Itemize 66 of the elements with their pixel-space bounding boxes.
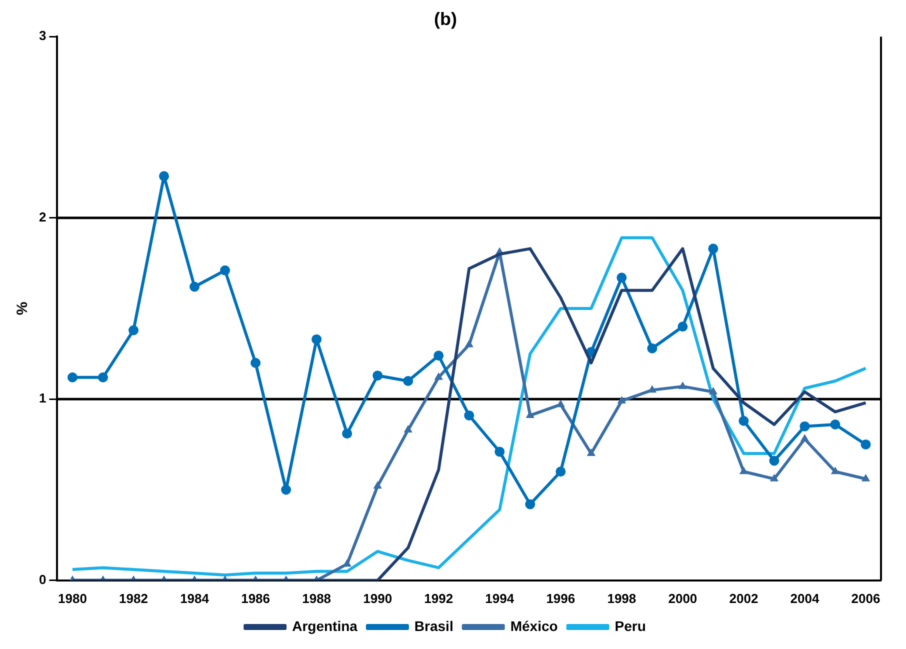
point [678, 322, 688, 332]
point [525, 499, 536, 510]
point [403, 376, 414, 386]
point [769, 456, 780, 466]
point [647, 343, 658, 354]
point [861, 474, 870, 482]
point [739, 466, 748, 474]
point [220, 265, 230, 276]
point [708, 244, 718, 254]
point [464, 410, 474, 420]
point [494, 446, 505, 457]
legend-label: México [510, 618, 558, 634]
point [190, 282, 200, 292]
point [648, 385, 657, 393]
x-tick-label: 1980 [58, 590, 87, 606]
x-tick-label: 1982 [119, 590, 148, 606]
y-tick-label: 1 [38, 390, 46, 406]
legend-label: Brasil [414, 618, 454, 634]
point [373, 481, 382, 489]
x-tick-label: 2002 [729, 590, 758, 606]
x-tick-label: 1998 [607, 590, 636, 606]
point [770, 474, 779, 482]
y-tick-label: 2 [38, 209, 46, 224]
point [67, 372, 78, 382]
x-tick-label: 2000 [668, 590, 698, 606]
point [556, 400, 565, 408]
x-tick-label: 2006 [851, 590, 880, 606]
legend-label: Peru [614, 618, 646, 634]
x-tick-label: 1990 [363, 590, 392, 606]
x-tick-label: 1984 [180, 590, 210, 606]
point [586, 448, 596, 456]
point [830, 466, 840, 474]
point [617, 396, 626, 404]
y-tick-label: 3 [38, 28, 46, 44]
point [800, 434, 810, 442]
point [98, 372, 108, 382]
point [526, 410, 534, 418]
point [800, 421, 810, 432]
point [556, 466, 566, 477]
point [281, 484, 292, 495]
point [342, 428, 352, 439]
point [738, 416, 749, 426]
point [312, 334, 322, 344]
x-tick-label: 1996 [546, 590, 576, 606]
chart-title: (b) [434, 8, 457, 29]
point [434, 350, 444, 361]
legend-label: Argentina [292, 618, 358, 634]
point [250, 358, 261, 368]
point [708, 386, 718, 394]
y-axis-title: % [14, 302, 32, 316]
point [830, 420, 840, 430]
point [464, 340, 474, 348]
point [128, 325, 139, 336]
x-tick-label: 1992 [424, 590, 454, 606]
x-tick-label: 1988 [302, 590, 332, 606]
point [159, 171, 170, 182]
point [372, 370, 383, 381]
point [616, 272, 627, 283]
point [678, 381, 688, 389]
y-tick-label: 0 [38, 572, 46, 587]
x-tick-label: 1994 [485, 590, 515, 606]
x-tick-label: 2004 [790, 590, 820, 606]
point [434, 372, 443, 380]
point [404, 424, 412, 432]
point [860, 439, 871, 450]
x-tick-label: 1986 [241, 590, 270, 606]
